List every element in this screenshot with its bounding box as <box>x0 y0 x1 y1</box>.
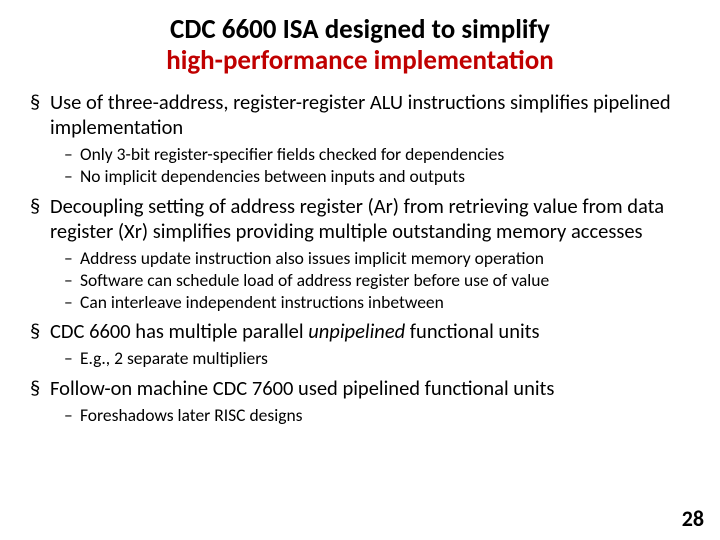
bullet-1-text: Use of three-address, register-register … <box>50 89 671 140</box>
slide-title: CDC 6600 ISA designed to simplify high-p… <box>28 14 692 76</box>
bullet-1-sub-2: No implicit dependencies between inputs … <box>64 166 692 188</box>
bullet-3-pre: CDC 6600 has multiple parallel <box>50 318 308 344</box>
bullet-4-sub: Foreshadows later RISC designs <box>50 405 692 427</box>
bullet-1: Use of three-address, register-register … <box>28 90 692 188</box>
bullet-3-sub-1: E.g., 2 separate multipliers <box>64 348 692 370</box>
bullet-1-sub: Only 3-bit register-specifier fields che… <box>50 144 692 188</box>
bullet-2-sub-1: Address update instruction also issues i… <box>64 248 692 270</box>
bullet-3-sub: E.g., 2 separate multipliers <box>50 348 692 370</box>
title-line-2: high-performance implementation <box>166 44 553 77</box>
bullet-2-sub-2: Software can schedule load of address re… <box>64 270 692 292</box>
bullet-2-sub: Address update instruction also issues i… <box>50 248 692 314</box>
page-number: 28 <box>682 505 704 532</box>
title-line-1: CDC 6600 ISA designed to simplify <box>170 13 550 46</box>
slide: CDC 6600 ISA designed to simplify high-p… <box>0 0 720 540</box>
bullet-3: CDC 6600 has multiple parallel unpipelin… <box>28 319 692 370</box>
bullet-4-text: Follow-on machine CDC 7600 used pipeline… <box>50 375 554 401</box>
bullet-3-post: functional units <box>405 318 539 344</box>
bullet-2-text: Decoupling setting of address register (… <box>50 193 664 244</box>
bullet-4-sub-1: Foreshadows later RISC designs <box>64 405 692 427</box>
bullet-3-italic: unpipelined <box>308 318 405 344</box>
bullet-2-sub-3: Can interleave independent instructions … <box>64 292 692 314</box>
bullet-list: Use of three-address, register-register … <box>28 90 692 427</box>
bullet-1-sub-1: Only 3-bit register-specifier fields che… <box>64 144 692 166</box>
bullet-2: Decoupling setting of address register (… <box>28 194 692 314</box>
bullet-4: Follow-on machine CDC 7600 used pipeline… <box>28 376 692 427</box>
